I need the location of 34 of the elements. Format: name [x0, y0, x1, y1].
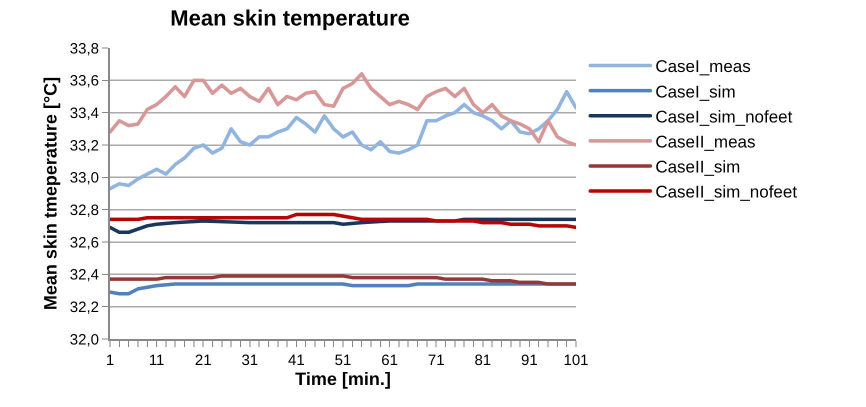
y-tick-label: 33,8 [70, 40, 99, 58]
legend-label: CaseII_sim [655, 158, 740, 177]
y-tick-label: 33,4 [70, 104, 99, 122]
legend-label: CaseI_sim [655, 82, 736, 102]
x-tick-label: 101 [563, 352, 589, 369]
x-tick-label: 1 [106, 352, 114, 369]
x-tick-label: 41 [288, 352, 305, 369]
x-tick-label: 81 [474, 352, 492, 369]
x-tick-label: 31 [241, 352, 258, 369]
legend-label: CaseI_sim_nofeet [655, 107, 793, 126]
legend-label: CaseII_meas [655, 132, 756, 152]
x-tick-label: 91 [521, 352, 538, 369]
x-tick-label: 21 [194, 352, 212, 369]
y-tick-label: 32,8 [70, 202, 99, 219]
line-series [110, 274, 576, 286]
x-tick-label: 51 [334, 352, 352, 369]
x-tick-label: 11 [148, 352, 164, 369]
legend-label: CaseII_sim_nofeet [655, 182, 798, 202]
chart-title: Mean skin temperature [170, 6, 410, 31]
x-tick-label: 71 [428, 352, 445, 369]
y-tick-label: 32,2 [70, 298, 99, 316]
x-axis-title: Time [min.] [295, 369, 391, 389]
line-series [110, 72, 576, 147]
x-tick-label: 61 [381, 352, 398, 369]
line-series [110, 212, 576, 230]
line-series [110, 90, 576, 190]
y-tick-label: 32,4 [70, 266, 99, 284]
y-axis-title: Mean skin tmeperature [°C] [40, 76, 60, 310]
y-tick-label: 33,0 [70, 170, 99, 187]
y-tick-label: 32,6 [70, 234, 99, 252]
y-tick-label: 32,0 [70, 331, 99, 348]
y-tick-label: 33,2 [70, 137, 99, 154]
y-tick-label: 33,6 [70, 72, 99, 90]
legend-label: CaseI_meas [655, 57, 751, 76]
